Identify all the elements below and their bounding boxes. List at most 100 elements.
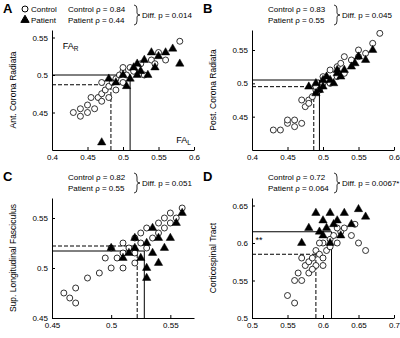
y-tick-mark	[252, 281, 255, 282]
point	[277, 127, 283, 133]
x-axis: 0.450.50.55	[45, 315, 195, 330]
point	[70, 110, 76, 116]
point	[144, 245, 150, 251]
x-tick: 0.65	[351, 315, 367, 330]
stat-control: Control ρ = 0.84	[68, 5, 126, 14]
x-tick: 0.5	[106, 315, 118, 330]
point	[112, 78, 120, 85]
point	[326, 208, 334, 215]
point	[299, 255, 305, 261]
point	[320, 255, 326, 261]
point	[144, 70, 152, 77]
point	[77, 106, 83, 112]
x-tick: 0.45	[280, 147, 296, 162]
point	[161, 215, 167, 221]
point	[132, 260, 138, 266]
panel: B0.40.450.50.550.60.450.50.55Post. Coron…	[203, 1, 400, 162]
point	[113, 87, 119, 93]
point	[98, 138, 106, 145]
x-tick-mark	[170, 315, 171, 318]
stats: Control ρ = 0.72Patient ρ = 0.064Diff. p…	[268, 173, 399, 193]
stat-patient: Patient ρ = 0.55	[268, 16, 325, 25]
point	[99, 80, 105, 86]
y-axis: 0.450.50.55	[32, 199, 55, 324]
x-tick-label: 0.65	[351, 321, 367, 330]
point	[341, 225, 347, 231]
point	[148, 223, 156, 230]
point	[85, 110, 91, 116]
y-axis-label: Post. Corona Radiata	[208, 49, 218, 131]
mean-line-vertical	[144, 251, 145, 318]
point	[172, 218, 180, 225]
point	[298, 238, 306, 245]
point	[363, 248, 369, 254]
stat-control: Control ρ = 0.82	[68, 173, 126, 182]
point	[176, 59, 184, 66]
y-tick-label: 0.65	[232, 202, 248, 211]
point	[92, 106, 98, 112]
y-tick-mark	[252, 206, 255, 207]
mean-line-vertical	[130, 75, 131, 150]
point	[356, 240, 362, 246]
brace	[334, 173, 340, 193]
stat-patient: Patient ρ = 0.55	[68, 184, 125, 193]
point	[102, 255, 108, 261]
point	[351, 59, 359, 66]
point	[67, 295, 73, 301]
point	[348, 233, 354, 239]
y-tick: 0.55	[32, 34, 55, 43]
point	[77, 113, 83, 119]
panel-label: C	[3, 169, 13, 184]
y-tick: 0.5	[37, 71, 55, 80]
point	[160, 243, 168, 250]
y-tick-label: 0.55	[32, 34, 48, 43]
point	[143, 273, 151, 280]
point	[120, 65, 126, 71]
point	[137, 253, 145, 260]
annotation-text: FA	[176, 135, 187, 145]
x-tick: 0.45	[80, 147, 96, 162]
x-tick-label: 0.5	[247, 321, 259, 330]
point	[354, 52, 362, 59]
annotation-text: FA	[63, 41, 74, 51]
x-tick-label: 0.4	[247, 153, 259, 162]
point	[166, 233, 174, 240]
y-tick: 0.45	[32, 109, 55, 118]
stat-diff: Diff. p = 0.045	[342, 11, 392, 20]
point	[292, 124, 298, 130]
point	[167, 210, 173, 216]
x-tick: 0.6	[389, 147, 400, 162]
mean-line-vertical	[110, 85, 111, 150]
legend-symbol	[22, 6, 28, 12]
point	[309, 255, 315, 261]
y-tick-label: 0.45	[32, 109, 48, 118]
point	[85, 102, 91, 108]
x-tick-label: 0.7	[389, 321, 400, 330]
panel: A0.40.450.50.550.60.450.50.55Ant. Corona…	[3, 1, 201, 162]
x-tick-label: 0.45	[80, 153, 96, 162]
y-tick-label: 0.5	[37, 264, 49, 273]
x-axis: 0.5 0.55 0.6 0.65 0.7	[247, 315, 400, 330]
point	[312, 208, 320, 215]
brace	[334, 5, 340, 25]
point	[140, 55, 148, 62]
y-tick: 0.65	[232, 202, 255, 211]
y-axis-line	[52, 31, 53, 151]
x-tick-mark	[123, 147, 124, 150]
point	[120, 265, 126, 271]
x-tick-mark	[359, 315, 360, 318]
y-tick-mark	[252, 243, 255, 244]
x-tick-label: 0.55	[280, 321, 296, 330]
y-axis-label: Corticospinal Tract	[208, 222, 218, 293]
x-axis: 0.40.450.50.550.6	[47, 147, 201, 162]
mean-line-horizontal	[252, 254, 316, 255]
x-tick-label: 0.6	[318, 321, 330, 330]
annotation: FAL	[176, 135, 191, 147]
x-tick-mark	[288, 315, 289, 318]
figure: A0.40.450.50.550.60.450.50.55Ant. Corona…	[0, 0, 400, 338]
x-tick: 0.6	[318, 315, 330, 330]
point	[285, 293, 291, 299]
point	[292, 117, 298, 123]
x-tick: 0.7	[389, 315, 400, 330]
y-tick-mark	[52, 113, 55, 114]
